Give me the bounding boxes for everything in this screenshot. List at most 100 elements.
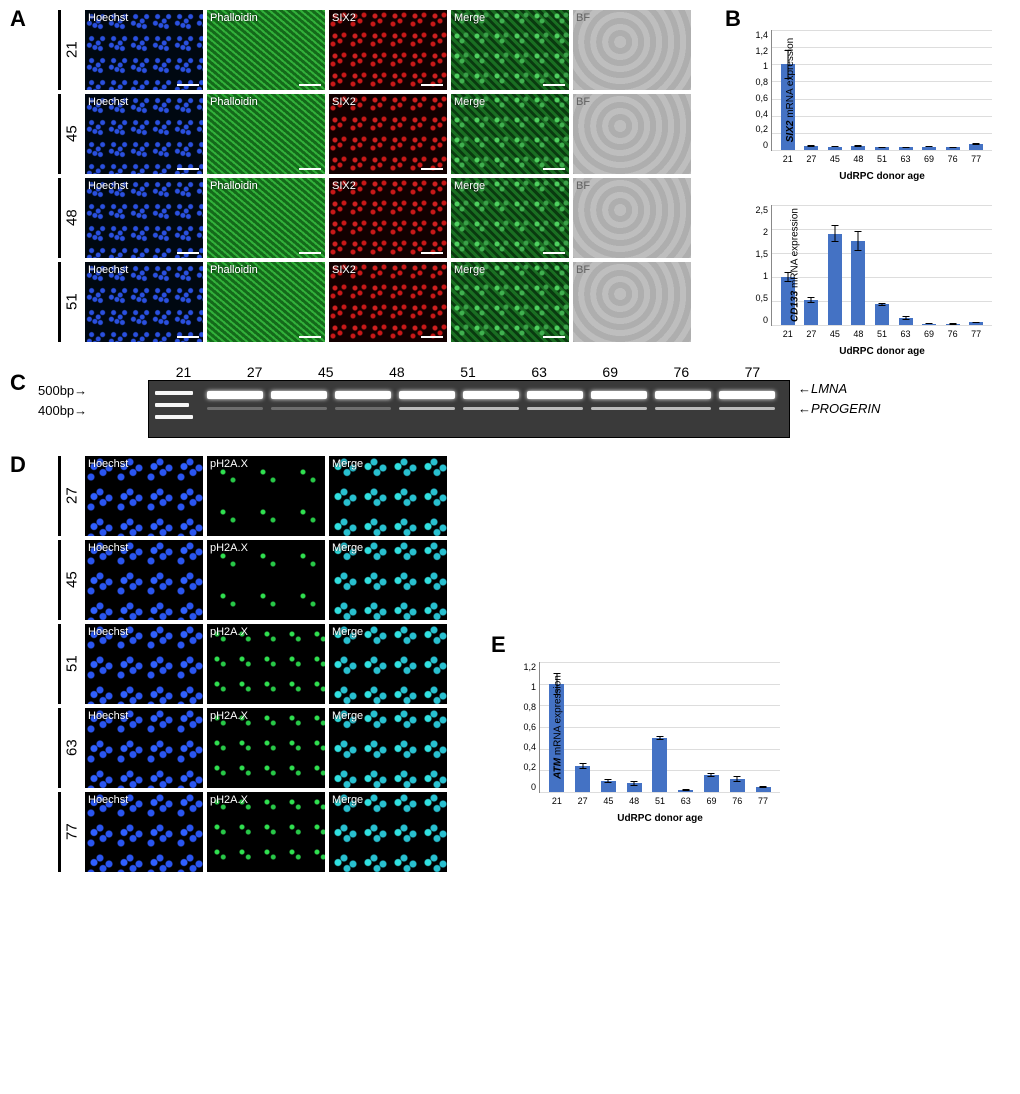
bar [678, 790, 693, 792]
stain-tag: Hoechst [88, 542, 128, 554]
stain-tag: Phalloidin [210, 264, 258, 276]
stain-tag: Hoechst [88, 458, 128, 470]
micrograph: Hoechst [85, 262, 203, 342]
micrograph: Merge [329, 624, 447, 704]
panel-a-row: 51HoechstPhalloidinSIX2MergeBF [58, 262, 691, 342]
bar [899, 147, 913, 150]
age-label: 21 [58, 10, 81, 90]
micrograph: Phalloidin [207, 94, 325, 174]
micrograph: SIX2 [329, 10, 447, 90]
bp-400: 400bp [38, 403, 74, 418]
stain-tag: Merge [332, 794, 363, 806]
bar [922, 324, 936, 325]
gel-lane-label: 48 [389, 364, 405, 380]
gel-lane-label: 51 [460, 364, 476, 380]
micrograph: BF [573, 178, 691, 258]
micrograph: Phalloidin [207, 262, 325, 342]
micrograph: SIX2 [329, 94, 447, 174]
micrograph: Phalloidin [207, 10, 325, 90]
bar [875, 147, 889, 150]
stain-tag: Phalloidin [210, 12, 258, 24]
bar-chart: 1,41,210,80,60,40,20212745485163697677SI… [771, 30, 991, 150]
panel-label-b: B [725, 6, 741, 32]
bar [969, 322, 983, 325]
stain-tag: pH2A.X [210, 626, 248, 638]
micrograph: Hoechst [85, 708, 203, 788]
figure-root: A 21HoechstPhalloidinSIX2MergeBF45Hoechs… [10, 10, 1010, 872]
panel-label-d: D [10, 452, 26, 478]
micrograph: Merge [451, 94, 569, 174]
panel-d-row: 45 Hoechst pH2A.X Merge [58, 540, 447, 620]
gel-lane [271, 391, 327, 410]
micrograph: Hoechst [85, 456, 203, 536]
stain-tag: SIX2 [332, 264, 356, 276]
gel-lane-label: 69 [602, 364, 618, 380]
bar [851, 146, 865, 150]
gel-lane-label: 76 [674, 364, 690, 380]
stain-tag: BF [576, 12, 590, 24]
gel-ladder [155, 391, 193, 427]
stain-tag: Hoechst [88, 180, 128, 192]
micrograph: pH2A.X [207, 708, 325, 788]
stain-tag: Merge [454, 264, 485, 276]
gel-lane [591, 391, 647, 410]
panel-d-row: 27HoechstpH2A.XMerge [58, 456, 447, 536]
micrograph: SIX2 [329, 262, 447, 342]
bar [922, 147, 936, 150]
micrograph: BF [573, 262, 691, 342]
panel-label-e: E [491, 632, 506, 658]
age-label: 63 [58, 708, 81, 788]
gene-progerin: PROGERIN [811, 401, 880, 416]
gel-lane [463, 391, 519, 410]
gene-lmna: LMNA [811, 381, 847, 396]
micrograph: Merge [329, 792, 447, 872]
micrograph: Merge [329, 456, 447, 536]
panel-d-row: 63 Hoechst pH2A.XMerge [58, 708, 447, 788]
bar [804, 300, 818, 325]
bar [946, 147, 960, 150]
micrograph: pH2A.X [207, 456, 325, 536]
age-label: 45 [58, 540, 81, 620]
stain-tag: Merge [454, 96, 485, 108]
bar [899, 318, 913, 325]
bar [875, 304, 889, 325]
stain-tag: Hoechst [88, 96, 128, 108]
bar [627, 783, 642, 792]
micrograph: Merge [451, 178, 569, 258]
bar [804, 146, 818, 150]
stain-tag: pH2A.X [210, 458, 248, 470]
bar [851, 241, 865, 325]
stain-tag: Hoechst [88, 626, 128, 638]
stain-tag: Merge [332, 542, 363, 554]
panel-a-grid: 21HoechstPhalloidinSIX2MergeBF45HoechstP… [58, 10, 691, 342]
stain-tag: Phalloidin [210, 180, 258, 192]
bar [756, 787, 771, 792]
micrograph: BF [573, 94, 691, 174]
gel-lane-labels: 212745485163697677 [148, 364, 788, 380]
panel-a-row: 45HoechstPhalloidinSIX2MergeBF [58, 94, 691, 174]
panel-d-grid: 27HoechstpH2A.XMerge45HoechstpH2A.XMerge… [58, 456, 447, 872]
micrograph: Phalloidin [207, 178, 325, 258]
gel-lane-label: 63 [531, 364, 547, 380]
micrograph: pH2A.X [207, 540, 325, 620]
gel-lane [719, 391, 775, 410]
age-label: 48 [58, 178, 81, 258]
gel-lane-label: 27 [247, 364, 263, 380]
panel-d-row: 77HoechstpH2A.XMerge [58, 792, 447, 872]
gel-lane [399, 391, 455, 410]
panel-label-c: C [10, 370, 26, 396]
stain-tag: Hoechst [88, 710, 128, 722]
stain-tag: Merge [332, 626, 363, 638]
micrograph: pH2A.X [207, 792, 325, 872]
gel-lane-label: 21 [176, 364, 192, 380]
stain-tag: Hoechst [88, 264, 128, 276]
bar [730, 779, 745, 792]
panel-a-row: 21HoechstPhalloidinSIX2MergeBF [58, 10, 691, 90]
micrograph: Merge [451, 262, 569, 342]
micrograph: Merge [329, 708, 447, 788]
panel-a-row: 48HoechstPhalloidinSIX2MergeBF [58, 178, 691, 258]
bp-marker-labels: 500bp → 400bp → [38, 364, 87, 420]
stain-tag: BF [576, 96, 590, 108]
panel-b: B 1,41,210,80,60,40,20212745485163697677… [731, 10, 991, 325]
bp-500: 500bp [38, 383, 74, 398]
